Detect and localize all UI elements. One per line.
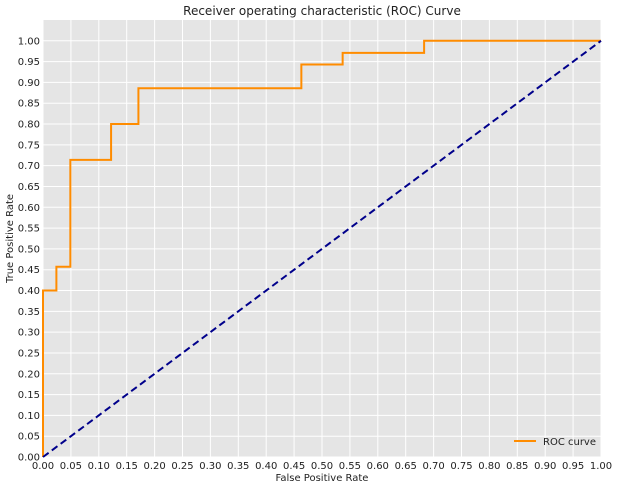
grid	[42, 20, 602, 458]
roc-curve-line	[42, 39, 601, 457]
x-tick-label: 0.80	[478, 461, 500, 472]
y-tick-label: 0.95	[18, 57, 40, 68]
y-tick-label: 0.85	[18, 99, 40, 110]
x-tick-label: 0.30	[199, 461, 221, 472]
diagonal-reference-line	[42, 40, 602, 458]
x-tick-label: 0.00	[32, 461, 54, 472]
y-tick-label: 0.10	[18, 411, 40, 422]
x-tick-label: 0.40	[255, 461, 277, 472]
y-tick-label: 0.30	[18, 328, 40, 339]
x-tick-labels: 0.00 0.05 0.10 0.15 0.20 0.25 0.30 0.35 0.40 0.45…	[32, 461, 612, 472]
x-tick-label: 0.55	[339, 461, 361, 472]
y-tick-label: 0.20	[18, 369, 40, 380]
y-tick-label: 0.15	[18, 390, 40, 401]
y-tick-label: 0.45	[18, 265, 40, 276]
y-tick-label: 0.40	[18, 286, 40, 297]
x-tick-label: 0.25	[171, 461, 193, 472]
legend-label-roc: ROC curve	[543, 437, 596, 448]
y-tick-label: 0.80	[18, 120, 40, 131]
x-tick-label: 1.00	[590, 461, 612, 472]
y-tick-labels: 0.00 0.05 0.10 0.15 0.20 0.25 0.30 0.35 0.40 0.45…	[18, 36, 40, 463]
y-tick-label: 0.35	[18, 307, 40, 318]
x-tick-label: 0.05	[60, 461, 82, 472]
y-tick-label: 0.70	[18, 161, 40, 172]
y-tick-label: 0.55	[18, 224, 40, 235]
legend: ROC curve	[514, 437, 596, 448]
x-axis-label: False Positive Rate	[276, 473, 369, 484]
series-group	[42, 39, 602, 458]
y-tick-label: 0.05	[18, 432, 40, 443]
y-tick-label: 1.00	[18, 36, 40, 47]
x-tick-label: 0.95	[562, 461, 584, 472]
x-tick-label: 0.45	[283, 461, 305, 472]
y-tick-label: 0.50	[18, 244, 40, 255]
x-tick-label: 0.75	[450, 461, 472, 472]
y-tick-label: 0.75	[18, 140, 40, 151]
chart-title: Receiver operating characteristic (ROC) …	[183, 4, 461, 18]
x-tick-label: 0.10	[88, 461, 110, 472]
x-tick-label: 0.50	[311, 461, 333, 472]
y-tick-label: 0.60	[18, 203, 40, 214]
y-tick-label: 0.90	[18, 78, 40, 89]
y-axis-label: True Positive Rate	[5, 194, 16, 284]
y-tick-label: 0.65	[18, 182, 40, 193]
x-tick-label: 0.65	[395, 461, 417, 472]
x-tick-label: 0.15	[116, 461, 138, 472]
y-tick-label: 0.00	[18, 453, 40, 464]
x-tick-label: 0.35	[227, 461, 249, 472]
x-tick-label: 0.20	[143, 461, 165, 472]
x-tick-label: 0.90	[534, 461, 556, 472]
x-tick-label: 0.60	[367, 461, 389, 472]
x-tick-label: 0.70	[422, 461, 444, 472]
x-tick-label: 0.85	[506, 461, 528, 472]
y-tick-label: 0.25	[18, 348, 40, 359]
